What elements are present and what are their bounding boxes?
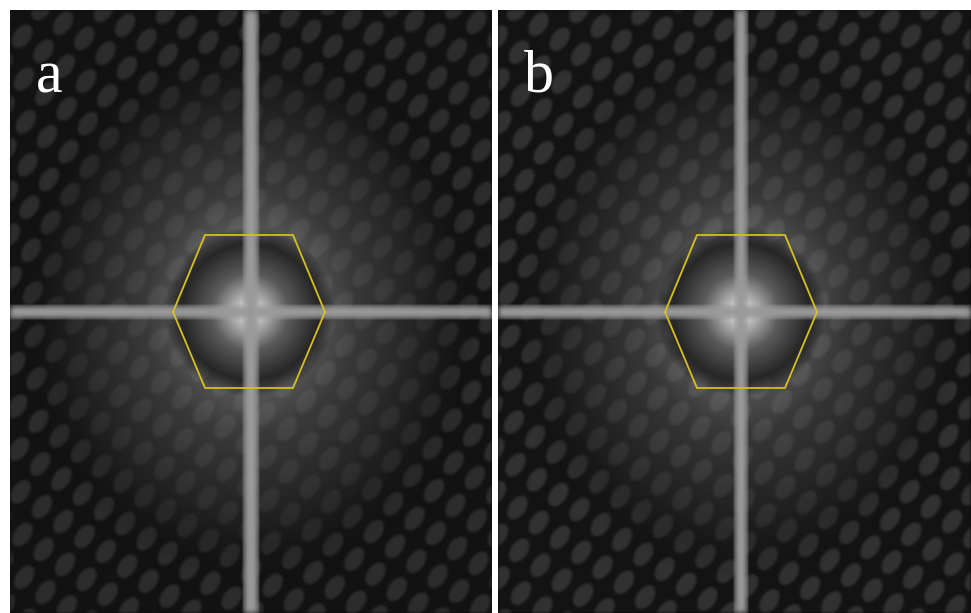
h-streak: [10, 306, 492, 318]
panel-b: b: [498, 10, 971, 613]
panel-label: a: [36, 39, 63, 105]
figure: a b: [0, 0, 971, 613]
h-streak: [498, 306, 971, 318]
panel-a: a: [10, 10, 492, 613]
panel-label: b: [524, 39, 554, 105]
